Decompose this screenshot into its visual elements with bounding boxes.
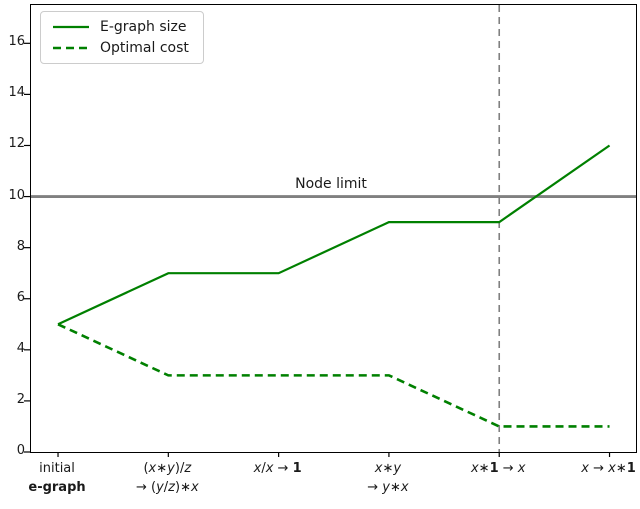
y-tick-label: 4 xyxy=(16,340,25,356)
legend-item-egraph-size: E-graph size xyxy=(52,19,189,35)
legend-label-egraph-size: E-graph size xyxy=(100,19,187,35)
legend-item-optimal-cost: Optimal cost xyxy=(52,40,189,56)
e-graph-size-line xyxy=(57,144,611,326)
optimal-cost-line xyxy=(57,323,610,428)
x-tick-label: x → x∗1 xyxy=(581,461,636,476)
legend-label-optimal-cost: Optimal cost xyxy=(100,40,189,56)
dashed-line-swatch-icon xyxy=(53,46,89,50)
y-tick-label: 16 xyxy=(8,34,25,50)
y-tick-label: 14 xyxy=(8,85,25,101)
y-tick-label: 10 xyxy=(8,187,25,203)
x-tick-label: x∗y → y∗x xyxy=(367,461,409,495)
x-tick-label: (x∗y)/z → (y/z)∗x xyxy=(135,461,199,495)
x-tick-label: x/x → 1 xyxy=(253,461,302,476)
y-tick-label: 12 xyxy=(8,136,25,152)
x-tick-label: initial e-graph xyxy=(28,461,86,495)
node-limit-label: Node limit xyxy=(295,175,367,192)
y-tick-label: 8 xyxy=(16,238,25,254)
plot-area: Node limit E-graph size Optimal cost xyxy=(24,4,637,457)
legend: E-graph size Optimal cost xyxy=(40,11,204,64)
solid-line-swatch-icon xyxy=(53,25,89,29)
y-tick-label: 6 xyxy=(16,289,25,305)
plot-canvas xyxy=(24,5,636,457)
y-tick-label: 0 xyxy=(16,443,25,458)
x-tick-label: x∗1 → x xyxy=(470,461,526,476)
y-tick-label: 2 xyxy=(16,391,25,407)
